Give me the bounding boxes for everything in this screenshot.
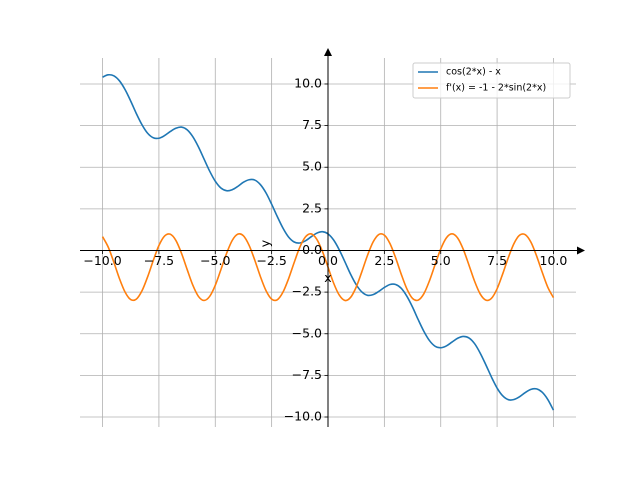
y-axis-label: y [258,239,273,247]
x-tick-label: −2.5 [256,253,286,268]
legend-label: f'(x) = -1 - 2*sin(2*x) [446,83,546,94]
x-tick-label: 2.5 [374,253,394,268]
y-arrow [324,48,332,56]
y-tick-label: 2.5 [302,200,322,215]
x-tick-label: 10.0 [540,253,568,268]
x-arrow [577,246,585,255]
x-tick-label: 5.0 [431,253,451,268]
y-tick-label: −10.0 [284,409,322,424]
y-tick-label: 10.0 [294,75,322,90]
y-tick-label: −7.5 [292,367,322,382]
y-tick-label: 0.0 [302,242,322,257]
y-tick-label: 7.5 [302,117,322,132]
x-axis-label: x [324,270,331,285]
x-tick-label: −7.5 [144,253,174,268]
y-tick-label: −2.5 [292,284,322,299]
y-tick-label: −5.0 [292,325,322,340]
legend: cos(2*x) - x f'(x) = -1 - 2*sin(2*x) [412,62,571,99]
y-tick-label: 5.0 [302,159,322,174]
x-tick-label: −5.0 [200,253,230,268]
x-tick-label: −10.0 [83,253,121,268]
axes: −10.0 −7.5 −5.0 −2.5 0.0 2.5 5.0 7.5 10.0 −10.0 −7… [80,48,585,427]
legend-label: cos(2*x) - x [446,67,501,78]
legend-box [412,62,571,99]
x-tick-label: 7.5 [487,253,507,268]
